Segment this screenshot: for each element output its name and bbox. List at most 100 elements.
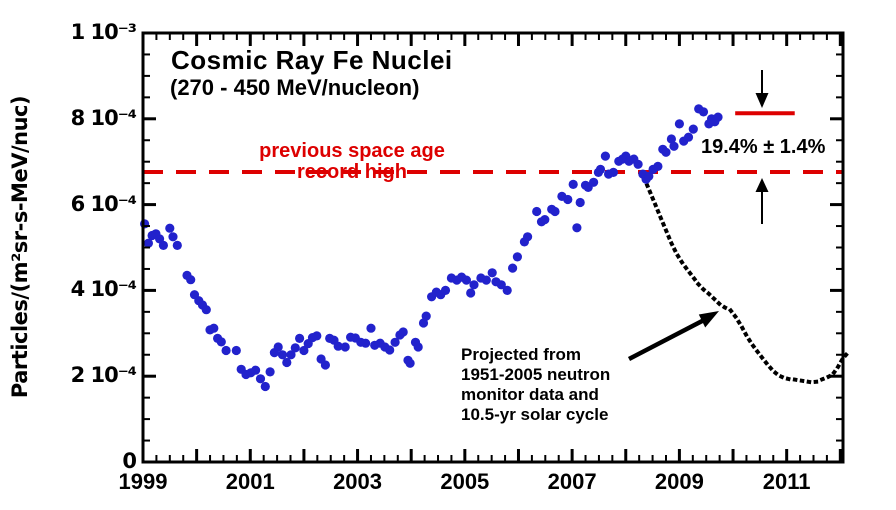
axis-ticks xyxy=(141,31,843,464)
percent-annotation-arrows xyxy=(755,70,769,224)
data-point xyxy=(688,124,698,134)
data-point xyxy=(532,206,542,217)
chart-title: Cosmic Ray Fe Nuclei xyxy=(171,45,453,75)
data-point xyxy=(277,350,288,360)
y-axis-title: Particles/(m²sr-s-MeV/nuc) xyxy=(8,95,32,399)
data-point xyxy=(260,381,270,392)
data-point xyxy=(140,219,150,229)
data-point xyxy=(282,357,292,368)
data-point xyxy=(165,223,175,233)
data-point xyxy=(290,343,300,353)
x-tick-label: 2005 xyxy=(440,469,490,494)
data-point xyxy=(469,280,479,290)
data-point xyxy=(286,350,296,360)
projection-curve xyxy=(641,176,852,385)
down-arrow-head-icon xyxy=(755,93,769,108)
projection-note-line: 10.5-yr solar cycle xyxy=(461,405,609,424)
data-point xyxy=(172,240,182,250)
data-point xyxy=(231,345,241,356)
data-point xyxy=(405,358,415,368)
pointer-arrow-head-icon xyxy=(698,311,719,328)
projection-pointer-arrow xyxy=(627,311,719,361)
data-point xyxy=(255,374,266,384)
data-point xyxy=(366,323,376,333)
data-point xyxy=(669,141,679,151)
data-point xyxy=(608,167,619,177)
data-point xyxy=(698,107,709,117)
y-tick-label: 8 10⁻⁴ xyxy=(70,105,137,130)
x-tick-label: 2007 xyxy=(547,469,597,494)
data-point xyxy=(421,311,431,321)
data-point xyxy=(201,305,211,315)
data-point xyxy=(661,147,671,157)
data-point xyxy=(265,367,275,377)
data-point xyxy=(502,285,512,295)
up-arrow-head-icon xyxy=(755,178,769,192)
projection-note: Projected from 1951-2005 neutron monitor… xyxy=(461,345,610,425)
data-point xyxy=(299,345,309,356)
data-point xyxy=(440,285,451,295)
data-point xyxy=(683,132,694,142)
data-point xyxy=(390,337,400,347)
data-point xyxy=(251,365,261,375)
data-point xyxy=(168,232,178,242)
data-point xyxy=(461,275,471,285)
x-tick-label: 1999 xyxy=(118,469,168,494)
data-point xyxy=(340,342,350,352)
data-point xyxy=(600,151,611,161)
data-point xyxy=(385,345,395,355)
data-point xyxy=(589,177,599,187)
data-point xyxy=(674,119,685,129)
data-point xyxy=(572,223,582,233)
record-high-label-line2: record high xyxy=(296,161,407,183)
data-point xyxy=(481,275,491,285)
data-point xyxy=(633,159,643,169)
x-tick-label: 2003 xyxy=(333,469,383,494)
data-point xyxy=(143,238,153,248)
data-point xyxy=(216,337,226,347)
data-point xyxy=(595,164,606,174)
data-point xyxy=(575,197,585,208)
data-point xyxy=(466,288,476,298)
data-point xyxy=(320,360,330,370)
measured-points xyxy=(140,104,723,392)
x-tick-label: 2011 xyxy=(762,469,811,494)
data-point xyxy=(398,327,408,337)
data-point xyxy=(295,333,305,343)
data-point xyxy=(496,280,506,290)
data-point xyxy=(186,275,196,285)
data-point xyxy=(666,134,677,144)
data-point xyxy=(413,342,423,352)
x-tick-label: 2001 xyxy=(225,469,275,494)
percent-increase-label: 19.4% ± 1.4% xyxy=(701,136,826,158)
data-point xyxy=(312,331,322,341)
projection-note-line: Projected from xyxy=(461,345,581,364)
x-tick-label: 2009 xyxy=(654,469,704,494)
projection-note-line: 1951-2005 neutron xyxy=(461,365,611,384)
data-point xyxy=(563,194,573,205)
data-point xyxy=(487,268,497,278)
data-point xyxy=(653,161,663,171)
data-point xyxy=(713,112,723,122)
y-tick-label: 0 xyxy=(122,449,137,473)
y-tick-label: 1 10⁻³ xyxy=(70,20,137,44)
data-point xyxy=(361,338,371,348)
data-point xyxy=(644,171,654,181)
data-point xyxy=(512,252,523,262)
data-point xyxy=(209,323,219,333)
data-point xyxy=(550,206,560,217)
data-point xyxy=(523,232,533,242)
data-point xyxy=(333,341,343,351)
record-high-label: previous space age record high xyxy=(237,141,467,183)
data-point xyxy=(507,263,518,273)
pointer-arrow-line xyxy=(627,317,708,361)
data-point xyxy=(418,318,429,328)
chart-subtitle: (270 - 450 MeV/nucleon) xyxy=(170,75,420,100)
y-tick-label: 2 10⁻⁴ xyxy=(70,363,137,388)
y-tick-label: 6 10⁻⁴ xyxy=(70,191,137,216)
record-high-label-line1: previous space age xyxy=(259,140,445,162)
data-point xyxy=(273,342,283,352)
data-point xyxy=(540,215,550,225)
